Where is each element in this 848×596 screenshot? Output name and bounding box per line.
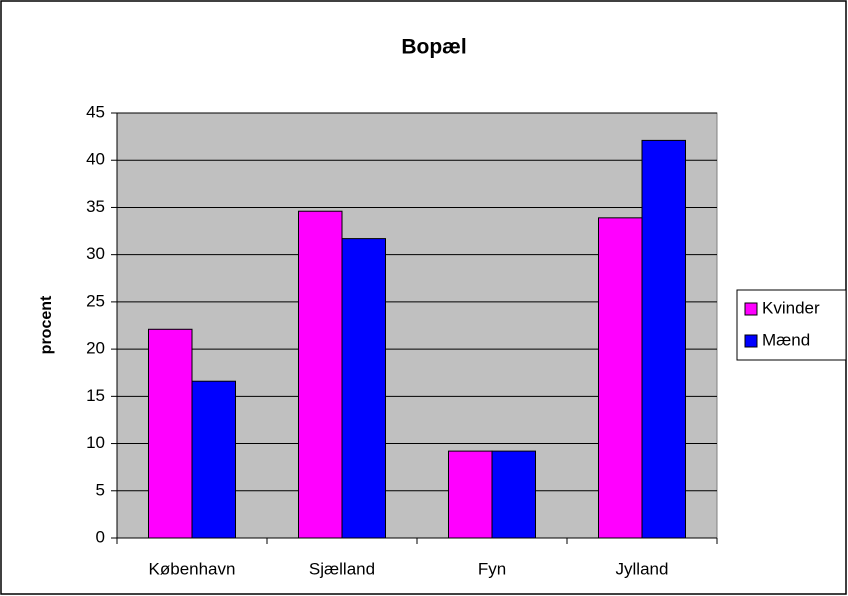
- y-tick-label: 45: [86, 102, 105, 121]
- bar: [491, 450, 536, 539]
- y-tick-label: 30: [86, 244, 105, 263]
- y-tick-label: 10: [86, 433, 105, 452]
- bar: [641, 139, 686, 539]
- y-tick-label: 25: [86, 291, 105, 310]
- y-tick-label: 20: [86, 339, 105, 358]
- x-tick-label: Sjælland: [309, 559, 375, 578]
- bar: [341, 238, 386, 539]
- legend-swatch: [744, 302, 758, 316]
- y-tick-label: 35: [86, 197, 105, 216]
- x-tick-label: København: [149, 559, 236, 578]
- x-tick-label: Jylland: [616, 559, 669, 578]
- bar: [191, 380, 236, 539]
- y-tick-label: 15: [86, 386, 105, 405]
- y-tick-label: 0: [96, 527, 105, 546]
- legend-label: Kvinder: [762, 298, 820, 317]
- bar: [448, 450, 493, 539]
- legend-box: [736, 289, 847, 361]
- chart-title: Bopæl: [401, 36, 466, 59]
- y-tick-label: 40: [86, 150, 105, 169]
- bar: [298, 210, 343, 539]
- legend-swatch: [744, 334, 758, 348]
- y-tick-label: 5: [96, 480, 105, 499]
- y-axis-label: procent: [38, 295, 55, 354]
- x-tick-label: Fyn: [478, 559, 506, 578]
- bar: [148, 328, 193, 539]
- bar: [598, 217, 643, 539]
- legend-label: Mænd: [762, 330, 810, 349]
